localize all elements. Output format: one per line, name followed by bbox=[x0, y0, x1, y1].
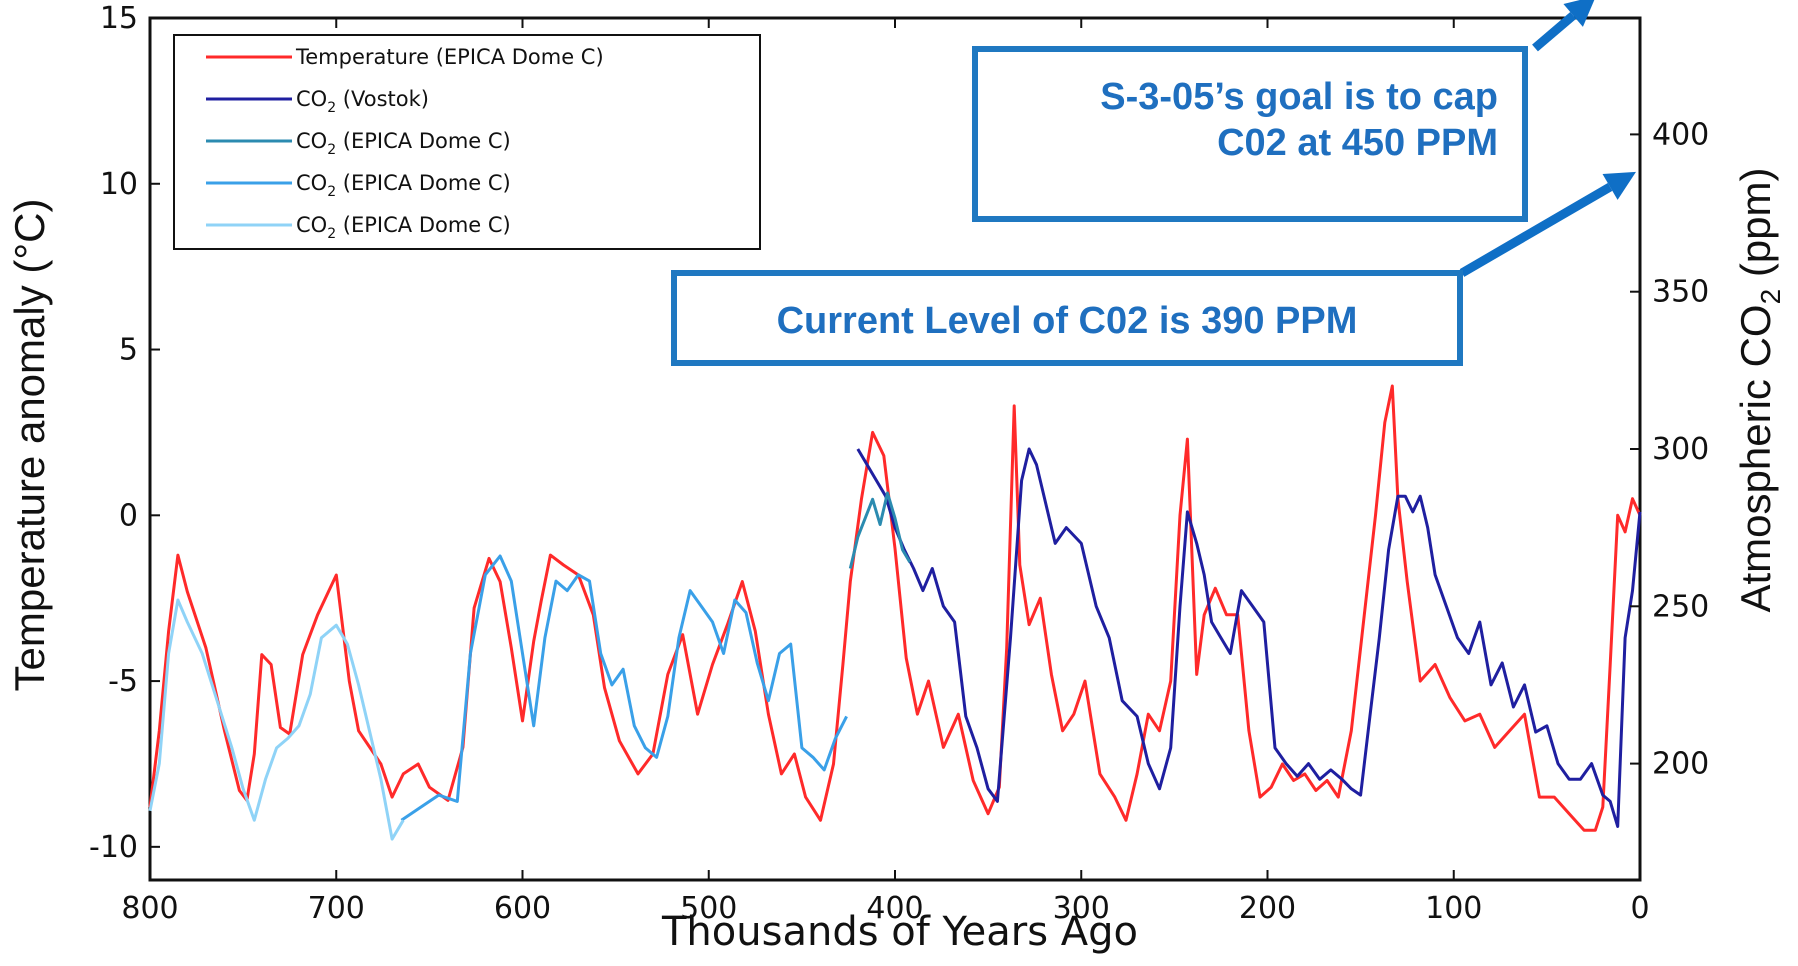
current-callout: Current Level of C02 is 390 PPM bbox=[671, 270, 1463, 366]
y-left-tick-label-3: 0 bbox=[119, 498, 138, 533]
y-left-tick-label-4: -5 bbox=[108, 664, 138, 699]
goal-callout-line1: S-3-05’s goal is to cap bbox=[1100, 76, 1498, 118]
y-right-axis-ticks: 400 350 300 250 200 bbox=[1630, 117, 1709, 782]
y-right-axis-title-prefix: Atmospheric CO bbox=[1732, 304, 1779, 612]
x-tick-label-1: 700 bbox=[308, 891, 365, 926]
goal-arrow-shaft bbox=[1532, 12, 1577, 52]
goal-arrow-head bbox=[1563, 0, 1595, 27]
legend-label-2: CO2 (EPICA Dome C) bbox=[296, 129, 511, 158]
current-level-arrow bbox=[1459, 171, 1636, 277]
y-right-tick-label-1: 350 bbox=[1652, 275, 1709, 310]
series-line-0 bbox=[148, 384, 1642, 832]
series-line-1 bbox=[856, 447, 1642, 828]
y-right-tick-label-0: 400 bbox=[1652, 117, 1709, 152]
goal-callout: S-3-05’s goal is to cap C02 at 450 PPM bbox=[972, 46, 1528, 222]
y-left-tick-label-0: 15 bbox=[100, 1, 138, 36]
series-line-4 bbox=[148, 598, 405, 841]
y-right-axis-title: Atmospheric CO2 (ppm) bbox=[1732, 167, 1786, 612]
y-right-tick-label-2: 300 bbox=[1652, 432, 1709, 467]
goal-arrow bbox=[1532, 0, 1595, 52]
y-left-axis-ticks: 15 10 5 0 -5 -10 bbox=[89, 1, 160, 865]
legend-label-3: CO2 (EPICA Dome C) bbox=[296, 171, 511, 200]
x-axis-title: Thousands of Years Ago bbox=[661, 909, 1138, 955]
current-level-arrow-shaft bbox=[1459, 183, 1613, 277]
legend-label-1: CO2 (Vostok) bbox=[296, 87, 429, 116]
x-tick-label-5: 300 bbox=[1053, 891, 1110, 926]
y-left-tick-label-1: 10 bbox=[100, 167, 138, 202]
callout-arrows bbox=[1459, 0, 1636, 277]
y-left-tick-label-2: 5 bbox=[119, 333, 138, 368]
legend: Temperature (EPICA Dome C) CO2 (Vostok) CO… bbox=[173, 34, 761, 250]
x-axis-ticks: 800 700 600 500 400 300 200 100 0 bbox=[121, 18, 1650, 926]
goal-callout-line2: C02 at 450 PPM bbox=[1217, 122, 1498, 164]
series-line-3 bbox=[400, 554, 848, 822]
series-line-2 bbox=[848, 491, 912, 569]
x-tick-label-8: 0 bbox=[1630, 891, 1649, 926]
current-level-arrow-head bbox=[1602, 171, 1636, 200]
x-tick-label-0: 800 bbox=[121, 891, 178, 926]
y-left-tick-label-5: -10 bbox=[89, 830, 138, 865]
x-tick-label-7: 100 bbox=[1425, 891, 1482, 926]
x-tick-label-2: 600 bbox=[494, 891, 551, 926]
x-tick-label-4: 400 bbox=[866, 891, 923, 926]
y-right-axis-title-subscript: 2 bbox=[1755, 289, 1786, 305]
y-right-axis-title-suffix: (ppm) bbox=[1732, 167, 1779, 288]
x-tick-label-6: 200 bbox=[1239, 891, 1296, 926]
x-tick-label-3: 500 bbox=[680, 891, 737, 926]
legend-label-4: CO2 (EPICA Dome C) bbox=[296, 213, 511, 242]
legend-label-0: Temperature (EPICA Dome C) bbox=[295, 45, 604, 69]
y-left-axis-title: Temperature anomaly (°C) bbox=[6, 199, 53, 692]
y-right-tick-label-4: 200 bbox=[1652, 747, 1709, 782]
y-right-tick-label-3: 250 bbox=[1652, 589, 1709, 624]
